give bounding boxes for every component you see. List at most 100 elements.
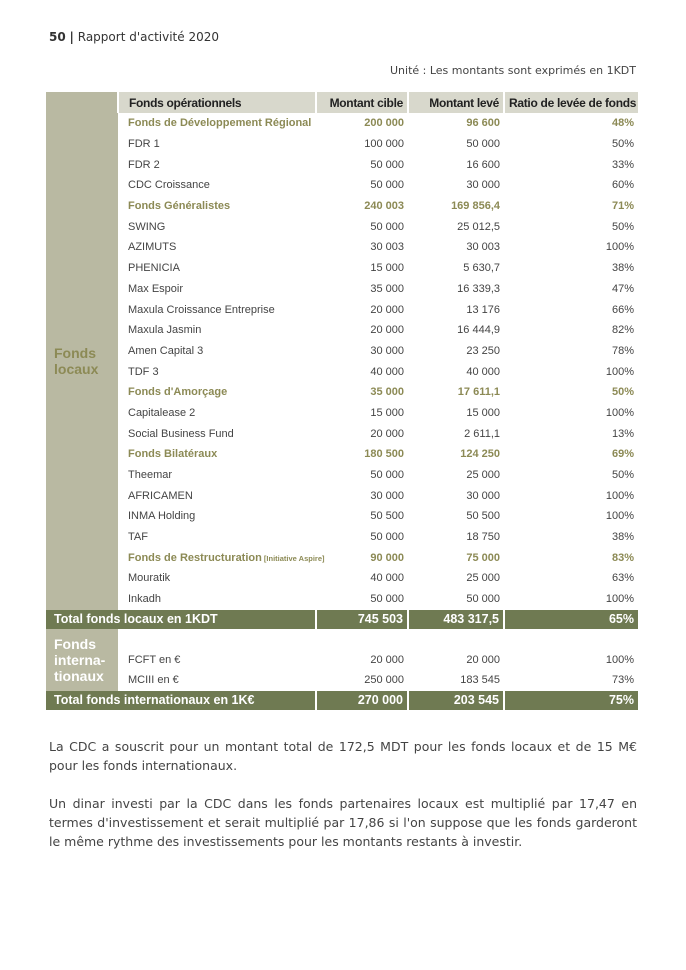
raise-ratio: 82% — [611, 324, 634, 337]
table-row: Maxula Croissance Entreprise 20 000 13 176… — [46, 299, 638, 320]
raised-amount: 2 611,1 — [464, 427, 500, 440]
group-row: Fonds Bilatéraux 180 500 124 250 69% — [46, 444, 638, 465]
fund-name: Fonds Bilatéraux — [128, 448, 218, 461]
fund-name-suffix: [Initiative Aspire] — [261, 553, 325, 563]
raise-ratio: 100% — [605, 593, 634, 606]
target-amount: 50 000 — [370, 531, 404, 544]
table-row: Inkadh 50 000 50 000 100% — [46, 589, 638, 610]
target-amount: 250 000 — [364, 674, 404, 687]
fund-name: Inkadh — [128, 593, 162, 606]
raised-amount: 17 611,1 — [457, 386, 500, 399]
target-amount: 40 000 — [370, 365, 404, 378]
funds-table: Fonds opérationnels Montant cible Montan… — [46, 92, 638, 710]
raise-ratio: 100% — [605, 406, 634, 419]
raised-amount: 16 339,3 — [457, 282, 500, 295]
fund-name: AZIMUTS — [128, 241, 177, 254]
fund-name: Theemar — [128, 469, 173, 482]
target-amount: 35 000 — [370, 282, 404, 295]
fund-name: CDC Croissance — [128, 179, 210, 192]
raise-ratio: 60% — [611, 179, 634, 192]
target-amount: 90 000 — [370, 551, 404, 564]
fund-name: FDR 1 — [128, 138, 160, 151]
target-amount: 180 500 — [364, 448, 404, 461]
table-row: Mouratik 40 000 25 000 63% — [46, 568, 638, 589]
fund-name: Capitalease 2 — [128, 406, 196, 419]
table-row: AFRICAMEN 30 000 30 000 100% — [46, 485, 638, 506]
target-amount: 50 000 — [370, 469, 404, 482]
table-row: FCFT en € 20 000 20 000 100% — [46, 649, 638, 670]
total-leve: 203 545 — [407, 690, 504, 710]
raised-amount: 13 176 — [466, 303, 500, 316]
target-amount: 50 000 — [370, 179, 404, 192]
raised-amount: 16 444,9 — [457, 324, 500, 337]
raise-ratio: 13% — [611, 427, 634, 440]
fund-name: Fonds d'Amorçage — [128, 386, 228, 399]
table-row: Max Espoir 35 000 16 339,3 47% — [46, 279, 638, 300]
paragraph-1: La CDC a souscrit pour un montant total … — [49, 739, 637, 773]
unit-note: Unité : Les montants sont exprimés en 1K… — [389, 64, 636, 77]
target-amount: 100 000 — [364, 138, 404, 151]
total-leve: 483 317,5 — [407, 609, 504, 629]
fund-name: SWING — [128, 220, 166, 233]
raise-ratio: 100% — [605, 653, 634, 666]
col-header-raised: Montant levé — [407, 92, 504, 113]
fund-name: Amen Capital 3 — [128, 344, 204, 357]
group-row: Fonds locaux Fonds de Développement Régio… — [46, 113, 638, 610]
empty-cell — [408, 629, 504, 650]
raised-amount: 25 000 — [466, 469, 500, 482]
raised-amount: 20 000 — [466, 653, 500, 666]
fund-name: FCFT en € — [128, 653, 181, 666]
target-amount: 30 000 — [370, 344, 404, 357]
target-amount: 50 000 — [370, 158, 404, 171]
raise-ratio: 33% — [611, 158, 634, 171]
target-amount: 15 000 — [370, 406, 404, 419]
target-amount: 200 000 — [364, 117, 404, 130]
raise-ratio: 50% — [611, 220, 634, 233]
table-row: FDR 1 100 000 50 000 50% — [46, 134, 638, 155]
group-row: Fonds d'Amorçage 35 000 17 611,1 50% — [46, 382, 638, 403]
target-amount: 50 000 — [370, 593, 404, 606]
local-funds-label: Fonds locaux — [46, 113, 118, 610]
table-row: AZIMUTS 30 003 30 003 100% — [46, 237, 638, 258]
intl-funds-label: Fonds interna- tionaux — [46, 628, 118, 691]
raise-ratio: 71% — [611, 200, 634, 213]
page-header: 50 | Rapport d'activité 2020 — [49, 30, 219, 44]
total-cible: 270 000 — [315, 690, 408, 710]
empty-cell — [504, 629, 638, 650]
raise-ratio: 78% — [611, 344, 634, 357]
total-label: Total fonds locaux en 1KDT — [46, 609, 316, 629]
raise-ratio: 100% — [605, 510, 634, 523]
table-row: Capitalease 2 15 000 15 000 100% — [46, 403, 638, 424]
raised-amount: 40 000 — [466, 365, 500, 378]
group-row: Fonds de Restructuration [Initiative Asp… — [46, 547, 638, 568]
total-label: Total fonds internationaux en 1K€ — [46, 690, 316, 710]
target-amount: 50 000 — [370, 220, 404, 233]
group-row: Fonds Généralistes 240 003 169 856,4 71% — [46, 196, 638, 217]
raise-ratio: 50% — [611, 386, 634, 399]
raised-amount: 75 000 — [466, 551, 500, 564]
table-row: INMA Holding 50 500 50 500 100% — [46, 506, 638, 527]
table-row: PHENICIA 15 000 5 630,7 38% — [46, 258, 638, 279]
raised-amount: 25 000 — [466, 572, 500, 585]
raised-amount: 30 003 — [466, 241, 500, 254]
local-total-row: Total fonds locaux en 1KDT 745 503 483 317… — [46, 609, 638, 629]
table-row: SWING 50 000 25 012,5 50% — [46, 216, 638, 237]
fund-name: Fonds de Développement Régional — [128, 117, 312, 130]
raise-ratio: 83% — [611, 551, 634, 564]
target-amount: 50 500 — [370, 510, 404, 523]
fund-name: TAF — [128, 531, 148, 544]
table-row: Theemar 50 000 25 000 50% — [46, 465, 638, 486]
raised-amount: 18 750 — [466, 531, 500, 544]
raised-amount: 50 500 — [466, 510, 500, 523]
table-row: MCIII en € 250 000 183 545 73% — [46, 670, 638, 691]
table-row: TAF 50 000 18 750 38% — [46, 527, 638, 548]
raise-ratio: 38% — [611, 531, 634, 544]
raise-ratio: 63% — [611, 572, 634, 585]
total-cible: 745 503 — [315, 609, 408, 629]
target-amount: 240 003 — [364, 200, 404, 213]
target-amount: 20 000 — [370, 427, 404, 440]
target-amount: 30 003 — [370, 241, 404, 254]
raise-ratio: 66% — [611, 303, 634, 316]
target-amount: 35 000 — [370, 386, 404, 399]
raised-amount: 15 000 — [466, 406, 500, 419]
